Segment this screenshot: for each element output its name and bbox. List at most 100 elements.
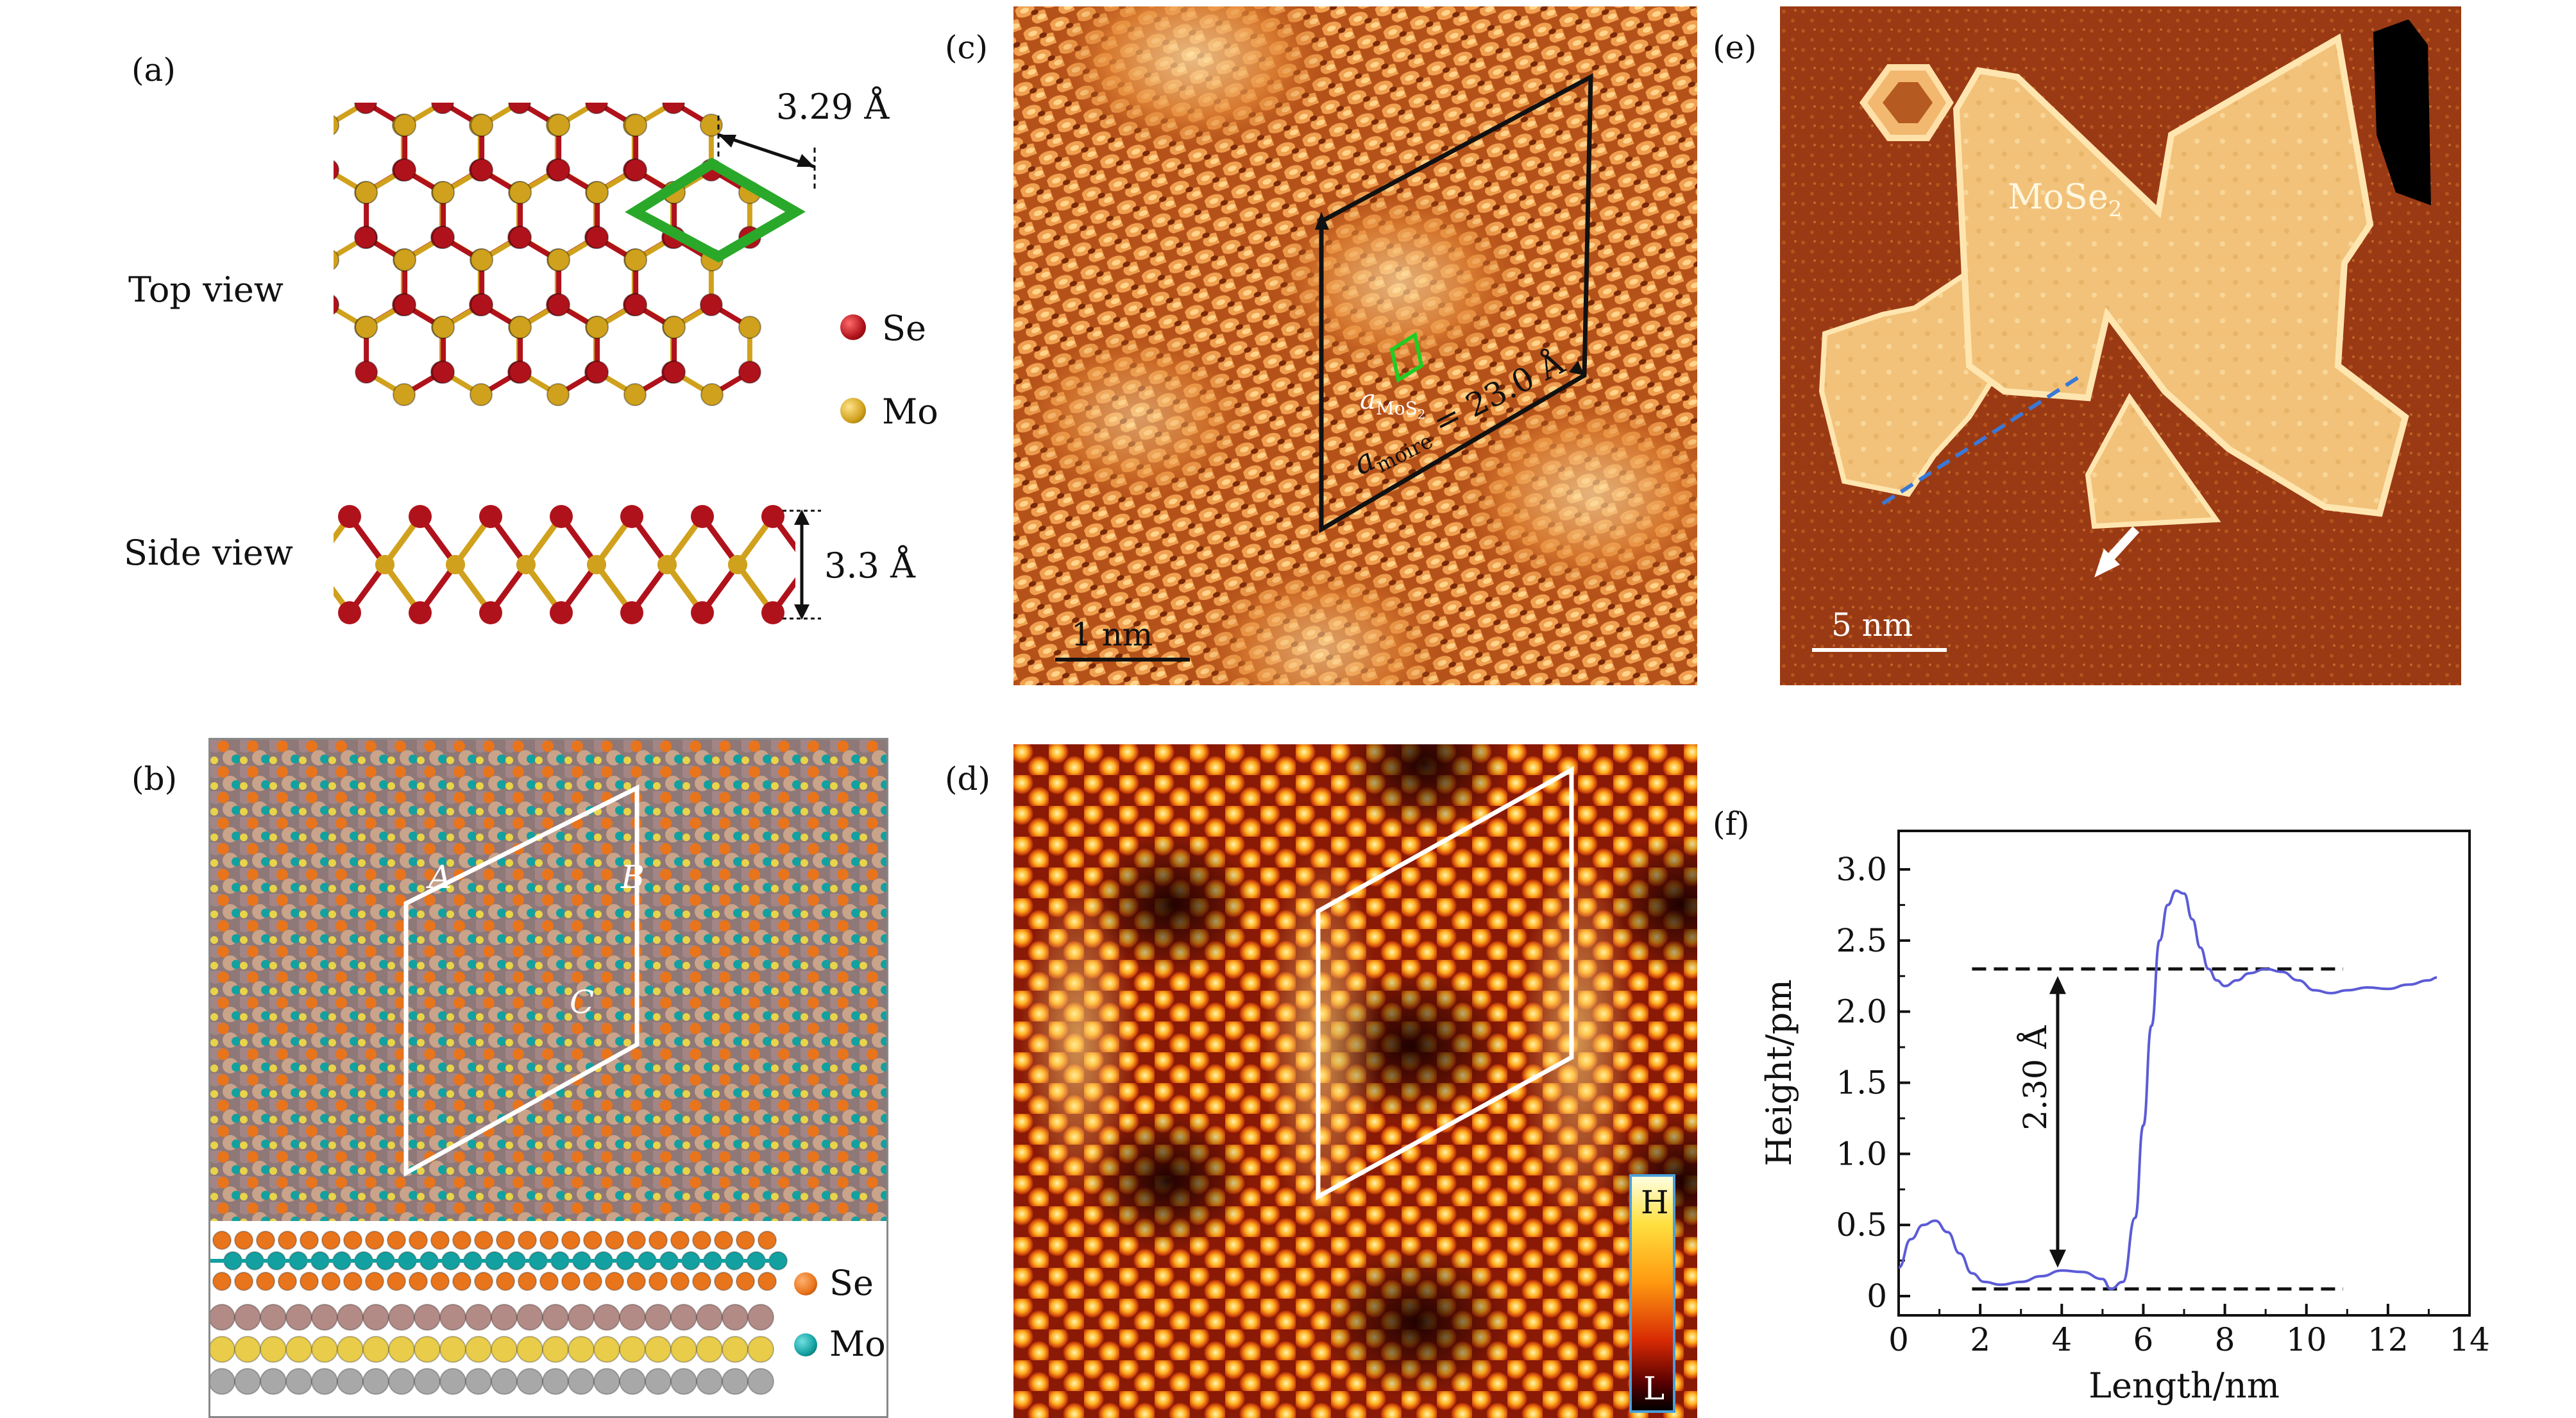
side-atom bbox=[414, 1336, 441, 1363]
side-atom bbox=[670, 1368, 697, 1395]
side-atom bbox=[583, 1272, 602, 1291]
side-atom bbox=[465, 1304, 492, 1331]
legend-b-se bbox=[794, 1272, 817, 1295]
side-atom bbox=[561, 1272, 580, 1291]
side-atom bbox=[387, 1272, 406, 1291]
height-profile-chart: 0 2 4 6 8 10 12 14 0 0.5 1.0 1.5 2.0 2.5 3.0 Length/nm… bbox=[1759, 830, 2490, 1406]
side-atom bbox=[311, 1336, 338, 1363]
side-atom bbox=[619, 1368, 646, 1395]
side-atom bbox=[692, 1272, 711, 1291]
x-tick-label: 12 bbox=[2368, 1321, 2409, 1358]
se-atom bbox=[393, 293, 417, 316]
se-atom bbox=[409, 505, 432, 528]
side-atom bbox=[542, 1336, 569, 1363]
side-atom bbox=[645, 1368, 672, 1395]
panel-label-e: (e) bbox=[1713, 29, 1757, 66]
side-atom bbox=[516, 1368, 543, 1395]
mo-atom bbox=[547, 383, 570, 406]
side-atom bbox=[365, 1272, 384, 1291]
mo-atom bbox=[728, 555, 747, 574]
side-atom bbox=[311, 1304, 338, 1331]
se-atom bbox=[479, 601, 502, 624]
panel-b-frame: A B C Se Mo bbox=[208, 738, 888, 1418]
side-atom bbox=[278, 1272, 297, 1291]
mo-atom bbox=[586, 181, 609, 204]
se-atom bbox=[691, 505, 714, 528]
se-atom bbox=[761, 505, 784, 528]
side-atom bbox=[583, 1231, 602, 1250]
side-atom bbox=[409, 1231, 428, 1250]
y-tick-label: 2.5 bbox=[1836, 922, 1887, 959]
mo-atom bbox=[470, 248, 494, 271]
unit-cell-rhombus bbox=[625, 157, 806, 263]
thickness-label: 3.3 Å bbox=[824, 545, 916, 586]
side-atom bbox=[337, 1368, 364, 1395]
scale-bar-c bbox=[1055, 658, 1190, 662]
mos2-unit-cell bbox=[1389, 332, 1424, 383]
mo-atom bbox=[586, 316, 609, 339]
side-atom bbox=[736, 1231, 755, 1250]
se-atom bbox=[354, 226, 377, 249]
side-atom bbox=[210, 1304, 235, 1331]
se-atom bbox=[334, 160, 340, 180]
side-atom bbox=[619, 1336, 646, 1363]
side-atom bbox=[539, 1231, 559, 1250]
side-atom bbox=[619, 1304, 646, 1331]
side-atom bbox=[722, 1336, 749, 1363]
side-atom bbox=[714, 1231, 733, 1250]
se-atom bbox=[624, 158, 648, 182]
side-atom bbox=[260, 1368, 287, 1395]
mo-atom bbox=[470, 114, 494, 137]
scale-bar-e bbox=[1812, 648, 1947, 652]
side-atom bbox=[210, 1368, 235, 1395]
side-atom bbox=[696, 1336, 723, 1363]
se-atom bbox=[761, 601, 784, 624]
legend-b-se-label: Se bbox=[829, 1263, 874, 1303]
side-atom bbox=[337, 1304, 364, 1331]
top-view-lattice bbox=[334, 103, 806, 406]
side-atom bbox=[234, 1272, 253, 1291]
mo-atom bbox=[355, 316, 378, 339]
legend-a-mo-label: Mo bbox=[882, 391, 938, 432]
side-atom bbox=[696, 1304, 723, 1331]
mo-atom bbox=[624, 248, 648, 271]
side-atom bbox=[670, 1272, 690, 1291]
side-atom bbox=[568, 1336, 595, 1363]
mo-atom bbox=[393, 383, 416, 406]
side-atom bbox=[648, 1231, 668, 1250]
side-view-label: Side view bbox=[124, 533, 293, 573]
se-atom bbox=[432, 226, 455, 249]
y-axis-label: Height/pm bbox=[1759, 979, 1799, 1166]
side-atom bbox=[321, 1231, 341, 1250]
x-tick-label: 4 bbox=[2051, 1321, 2072, 1358]
se-atom bbox=[738, 361, 761, 384]
side-atom bbox=[234, 1304, 261, 1331]
panel-label-a: (a) bbox=[131, 51, 176, 89]
se-atom bbox=[338, 505, 361, 528]
y-tick-label: 0.5 bbox=[1836, 1206, 1887, 1243]
x-tick-label: 6 bbox=[2133, 1321, 2154, 1358]
mo-atom bbox=[624, 114, 648, 137]
mo-atom bbox=[432, 316, 455, 339]
mo-atom bbox=[509, 316, 532, 339]
moire-unit-cell bbox=[403, 784, 640, 1177]
side-atom bbox=[670, 1304, 697, 1331]
side-atom bbox=[388, 1304, 415, 1331]
mo-atom bbox=[334, 250, 340, 270]
se-atom bbox=[470, 293, 494, 316]
panel-d-simulated-image: H L bbox=[1013, 744, 1697, 1418]
panel-c-stm-image: aMoS2 amoire = 23.0 Å 1 nm bbox=[1013, 6, 1697, 685]
side-atom bbox=[670, 1231, 690, 1250]
moire-structure-top-view bbox=[210, 740, 886, 1221]
side-atom bbox=[362, 1368, 389, 1395]
mo-atom bbox=[623, 383, 647, 406]
height-profile-series bbox=[1897, 889, 2437, 1290]
mose2-main-island bbox=[1953, 33, 2409, 517]
side-atom bbox=[542, 1304, 569, 1331]
side-atom bbox=[439, 1368, 466, 1395]
scale-bar-c-label: 1 nm bbox=[1071, 616, 1153, 653]
side-atom bbox=[758, 1272, 777, 1291]
void-region bbox=[2373, 19, 2431, 205]
side-atom bbox=[736, 1272, 755, 1291]
side-atom bbox=[387, 1231, 406, 1250]
